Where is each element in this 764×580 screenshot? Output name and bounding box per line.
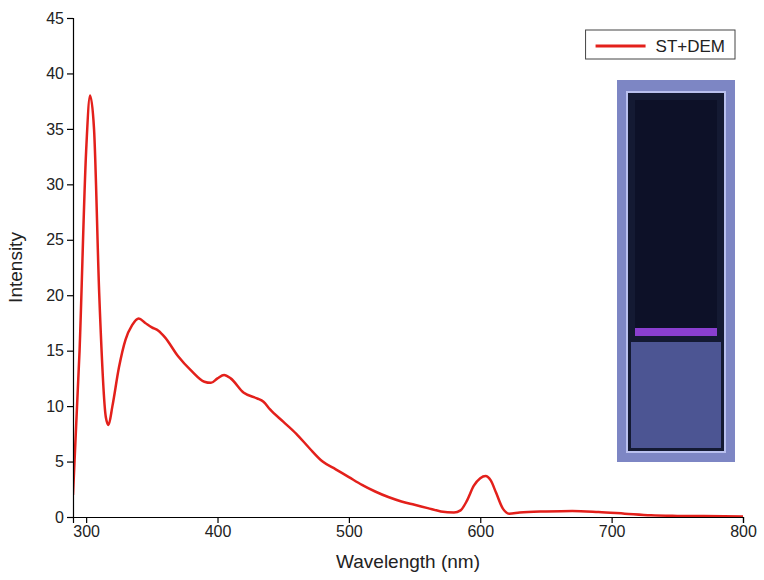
tick-label: 10 xyxy=(46,398,64,415)
tick-label: 700 xyxy=(599,523,626,540)
tick-label: 600 xyxy=(467,523,494,540)
tick-mark xyxy=(67,73,73,74)
tick: 800 xyxy=(730,517,757,540)
tick: 500 xyxy=(336,517,363,540)
tick-mark xyxy=(743,517,744,523)
cuvette-glow xyxy=(635,328,717,336)
tick-mark xyxy=(67,406,73,407)
legend-box xyxy=(586,30,735,59)
tick-mark xyxy=(67,184,73,185)
tick-label: 40 xyxy=(46,65,64,82)
cuvette xyxy=(627,92,725,452)
tick: 600 xyxy=(467,517,494,540)
tick: 700 xyxy=(599,517,626,540)
y-axis-title: Intensity xyxy=(5,232,26,303)
tick-label: 800 xyxy=(730,523,757,540)
legend: ST+DEM xyxy=(586,30,735,59)
legend-entry: ST+DEM xyxy=(596,37,725,56)
tick-mark xyxy=(67,129,73,130)
tick-label: 45 xyxy=(46,10,64,27)
tick-label: 500 xyxy=(336,523,363,540)
lines xyxy=(73,96,743,517)
tick-mark xyxy=(480,517,481,523)
tick-mark xyxy=(67,18,73,19)
tick: 45 xyxy=(46,10,73,27)
tick-mark xyxy=(67,461,73,462)
legend-swatch xyxy=(596,45,646,48)
tick-label: 0 xyxy=(55,509,64,526)
tick: 35 xyxy=(46,121,73,138)
tick: 15 xyxy=(46,342,73,359)
tick: 30 xyxy=(46,176,73,193)
series-line xyxy=(73,96,743,517)
tick-mark xyxy=(67,295,73,296)
tick-label: 300 xyxy=(73,523,100,540)
plot: 300 400 500 600 700 800 0 5 10 15 20 25 30 35 40 45 ST+D… xyxy=(46,10,757,541)
tick-mark xyxy=(349,517,350,523)
tick-mark xyxy=(67,351,73,352)
tick-label: 20 xyxy=(46,287,64,304)
tick-label: 5 xyxy=(55,453,64,470)
tick: 400 xyxy=(205,517,232,540)
tick: 40 xyxy=(46,65,73,82)
tick: 10 xyxy=(46,398,73,415)
x-axis-title: Wavelength (nm) xyxy=(336,551,480,572)
axis-line xyxy=(74,518,744,524)
inset-photo xyxy=(617,80,735,462)
tick-mark xyxy=(67,517,73,518)
tick-label: 400 xyxy=(205,523,232,540)
tick-label: 35 xyxy=(46,121,64,138)
tick-mark xyxy=(217,517,218,523)
tick: 5 xyxy=(55,453,73,470)
inset-background xyxy=(617,80,735,462)
y-axis: 0 5 10 15 20 25 30 35 40 45 xyxy=(46,10,73,526)
legend-label: ST+DEM xyxy=(656,37,725,56)
tick: 25 xyxy=(46,231,73,248)
axis-line xyxy=(67,19,74,518)
tick-label: 15 xyxy=(46,342,64,359)
cuvette-liquid xyxy=(635,100,717,335)
tick-mark xyxy=(67,240,73,241)
tick-label: 25 xyxy=(46,231,64,248)
tick-mark xyxy=(86,517,87,523)
cuvette-base xyxy=(631,342,721,448)
tick: 300 xyxy=(73,517,100,540)
tick-mark xyxy=(612,517,613,523)
tick: 0 xyxy=(55,509,73,526)
x-axis: 300 400 500 600 700 800 xyxy=(73,517,757,540)
chart: 300 400 500 600 700 800 0 5 10 15 20 25 30 35 40 45 ST+D… xyxy=(0,0,764,580)
tick: 20 xyxy=(46,287,73,304)
tick-label: 30 xyxy=(46,176,64,193)
